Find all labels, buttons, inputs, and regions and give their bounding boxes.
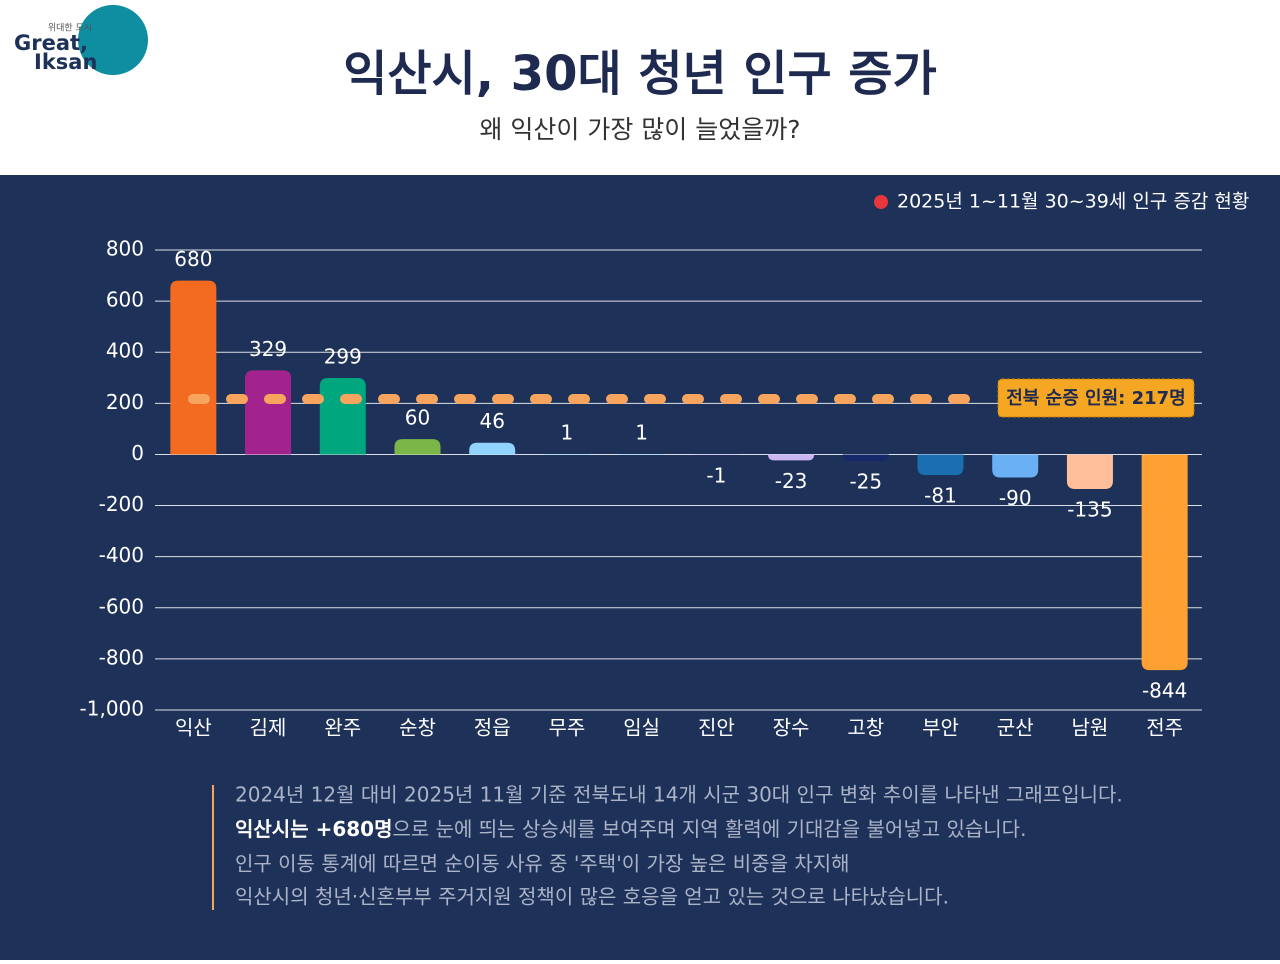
legend-marker bbox=[874, 195, 888, 209]
y-tick-label: 400 bbox=[106, 339, 144, 363]
value-label: -90 bbox=[999, 486, 1032, 510]
value-label: -23 bbox=[775, 469, 808, 493]
x-tick-label: 김제 bbox=[250, 716, 287, 740]
description-highlight: 익산시는 +680명 bbox=[235, 817, 392, 841]
bar bbox=[245, 370, 292, 455]
value-label: 299 bbox=[324, 345, 362, 369]
legend-label: 2025년 1~11월 30~39세 인구 증감 현황 bbox=[897, 191, 1249, 213]
bar bbox=[842, 454, 889, 461]
header-bg bbox=[0, 0, 1280, 175]
annotation-label: 전북 순증 인원: 217명 bbox=[1006, 388, 1186, 409]
value-label: -1 bbox=[706, 463, 726, 487]
value-label: -25 bbox=[849, 469, 882, 493]
x-tick-label: 전주 bbox=[1146, 716, 1183, 740]
plot: -1,000 -800 -600 -400 -200 0 200 400 600 800 익산 680… bbox=[80, 237, 1202, 740]
x-tick-label: 완주 bbox=[324, 716, 361, 740]
logo-tagline: 위대한 도시 bbox=[48, 23, 92, 34]
bar bbox=[992, 454, 1039, 478]
logo-text: Great, bbox=[14, 31, 88, 55]
x-tick-label: 남원 bbox=[1072, 716, 1109, 740]
logo-mark bbox=[78, 5, 148, 75]
bar bbox=[1066, 454, 1113, 489]
description-text: 으로 눈에 띄는 상승세를 보여주며 지역 활력에 기대감을 불어넣고 있습니다… bbox=[392, 817, 1026, 841]
y-tick-label: -1,000 bbox=[80, 697, 144, 721]
bar bbox=[917, 454, 964, 476]
description-line: 인구 이동 통계에 따르면 순이동 사유 중 '주택'이 가장 높은 비중을 차… bbox=[235, 852, 850, 876]
bar bbox=[768, 454, 815, 461]
x-tick-label: 진안 bbox=[698, 716, 735, 740]
y-tick-label: -200 bbox=[99, 492, 144, 516]
y-tick-label: -400 bbox=[99, 543, 144, 567]
bar bbox=[319, 378, 366, 455]
value-label: 46 bbox=[479, 409, 504, 433]
x-tick-label: 부안 bbox=[922, 716, 959, 740]
value-label: 680 bbox=[174, 247, 212, 271]
value-label: 60 bbox=[405, 406, 430, 430]
value-label: -844 bbox=[1142, 679, 1187, 703]
description: 2024년 12월 대비 2025년 11월 기준 전북도내 14개 시군 30… bbox=[235, 783, 1123, 909]
y-tick-label: 800 bbox=[106, 237, 144, 261]
chart-title: 익산시, 30대 청년 인구 증가 bbox=[343, 46, 936, 102]
x-tick-label: 군산 bbox=[997, 716, 1034, 740]
y-tick-label: 200 bbox=[106, 390, 144, 414]
logo-text: Iksan bbox=[34, 50, 97, 74]
annotation-box bbox=[997, 378, 1195, 418]
value-label: 1 bbox=[635, 421, 648, 445]
logo: 위대한 도시 Great, Iksan bbox=[14, 5, 148, 75]
bar bbox=[618, 454, 665, 455]
x-tick-label: 순창 bbox=[399, 716, 436, 740]
description-line: 익산시의 청년·신혼부부 주거지원 정책이 많은 호응을 얻고 있는 것으로 나… bbox=[235, 885, 949, 909]
x-tick-label: 익산 bbox=[175, 716, 212, 740]
x-tick-label: 장수 bbox=[773, 716, 810, 740]
value-label: 329 bbox=[249, 337, 287, 361]
value-label: -81 bbox=[924, 484, 957, 508]
x-tick-label: 고창 bbox=[847, 716, 884, 740]
bar bbox=[394, 439, 441, 455]
y-tick-label: 0 bbox=[131, 441, 144, 465]
value-label: -135 bbox=[1067, 497, 1112, 521]
bar bbox=[693, 454, 740, 455]
x-tick-label: 임실 bbox=[623, 716, 660, 740]
y-tick-label: -800 bbox=[99, 645, 144, 669]
y-tick-label: -600 bbox=[99, 594, 144, 618]
chart-subtitle: 왜 익산이 가장 많이 늘었을까? bbox=[479, 115, 800, 144]
bar bbox=[543, 454, 590, 455]
y-tick-label: 600 bbox=[106, 288, 144, 312]
bar bbox=[170, 280, 217, 455]
bar bbox=[1141, 454, 1188, 671]
description-line: 2024년 12월 대비 2025년 11월 기준 전북도내 14개 시군 30… bbox=[235, 783, 1123, 807]
description-line: 익산시는 +680명으로 눈에 띄는 상승세를 보여주며 지역 활력에 기대감을… bbox=[235, 817, 1026, 841]
x-tick-label: 정읍 bbox=[474, 716, 511, 740]
x-tick-label: 무주 bbox=[549, 716, 586, 740]
value-label: 1 bbox=[561, 421, 574, 445]
bar bbox=[469, 442, 516, 455]
